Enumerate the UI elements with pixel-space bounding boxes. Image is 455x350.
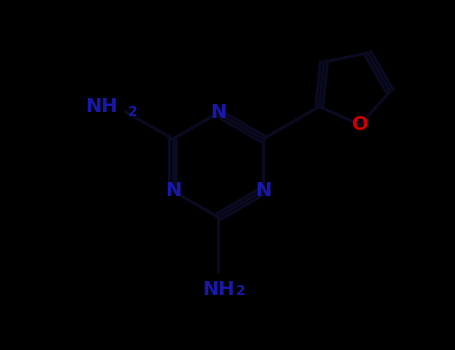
Text: N: N	[255, 182, 271, 201]
Text: 2: 2	[236, 284, 246, 298]
Text: NH: NH	[202, 280, 234, 299]
Text: O: O	[352, 115, 369, 134]
Text: NH: NH	[85, 97, 117, 116]
Text: N: N	[210, 104, 226, 122]
Text: N: N	[165, 182, 181, 201]
Text: 2: 2	[128, 105, 138, 119]
